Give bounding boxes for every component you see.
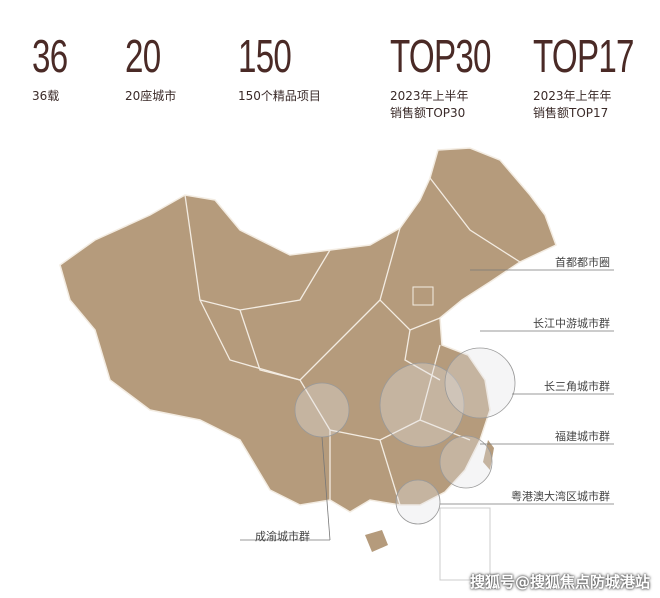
label-lines <box>240 269 614 541</box>
province-borders <box>184 177 521 506</box>
region-circles <box>294 347 516 525</box>
taiwan <box>483 440 494 470</box>
label-greater-bay: 粤港澳大湾区城市群 <box>511 490 610 503</box>
label-middle-yangtze: 长江中游城市群 <box>533 317 610 330</box>
label-yangtze-delta: 长三角城市群 <box>544 380 610 393</box>
stat-top17: TOP17 2023年上年年 销售额TOP17 <box>533 30 634 120</box>
label-capital: 首都都市圈 <box>555 256 610 269</box>
stat-top30: TOP30 2023年上半年 销售额TOP30 <box>390 30 491 120</box>
watermark: 搜狐号@搜狐焦点防城港站 <box>469 573 650 591</box>
label-chengyu: 成渝城市群 <box>255 530 310 543</box>
stat-years: 36 36载 <box>32 30 68 103</box>
hainan <box>365 530 388 552</box>
mainland <box>59 147 557 513</box>
south-sea-inset <box>439 507 491 581</box>
beijing-marker <box>412 286 434 306</box>
stat-cities: 20 20座城市 <box>125 30 177 103</box>
stat-projects: 150 150个精品项目 <box>238 30 321 103</box>
label-fujian: 福建城市群 <box>555 430 610 443</box>
